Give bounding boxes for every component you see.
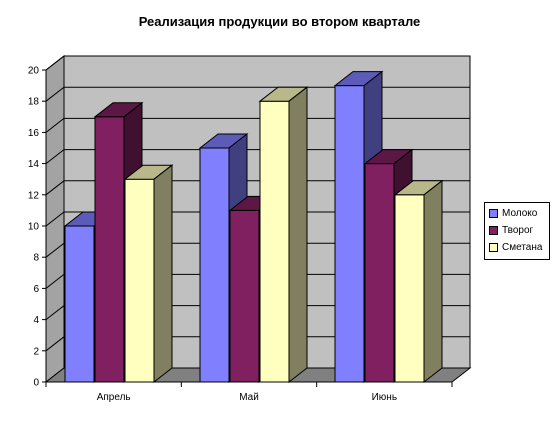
bar-side (288, 86, 308, 384)
y-tick-label: 16 (28, 128, 40, 139)
y-tick-label: 8 (33, 253, 39, 264)
y-tick-label: 4 (33, 315, 39, 326)
legend-item-series-0: Молоко (489, 205, 549, 222)
bar (64, 225, 95, 383)
legend-label-series-2: Сметана (502, 242, 543, 253)
legend-item-series-1: Творог (489, 222, 549, 239)
bar-side (153, 164, 173, 384)
bar (199, 147, 230, 383)
legend-item-series-2: Сметана (489, 239, 549, 256)
legend-swatch-series-1 (489, 226, 498, 235)
bar (364, 163, 395, 383)
chart-legend: Молоко Творог Сметана (484, 202, 550, 260)
y-tick-label: 10 (28, 222, 40, 233)
y-tick-label: 0 (33, 378, 39, 389)
bar (229, 209, 260, 383)
gridline (45, 55, 470, 71)
y-tick-label: 20 (28, 66, 40, 77)
bar (334, 85, 365, 383)
bar (394, 194, 425, 383)
legend-swatch-series-0 (489, 209, 498, 218)
bar (94, 116, 125, 383)
legend-label-series-0: Молоко (502, 208, 538, 219)
y-tick-label: 12 (28, 190, 40, 201)
x-category-label: Июнь (372, 392, 397, 403)
y-tick-label: 18 (28, 97, 40, 108)
bar (259, 100, 290, 383)
y-tick-label: 14 (28, 159, 40, 170)
legend-swatch-series-2 (489, 243, 498, 252)
legend-label-series-1: Творог (502, 225, 534, 236)
y-tick-label: 6 (33, 284, 39, 295)
y-tick-label: 2 (33, 346, 39, 357)
bar-side (423, 179, 443, 384)
chart-title: Реализация продукции во втором квартале (138, 14, 421, 29)
x-category-label: Апрель (97, 392, 131, 403)
x-category-label: Май (239, 392, 259, 403)
bar (124, 178, 155, 383)
